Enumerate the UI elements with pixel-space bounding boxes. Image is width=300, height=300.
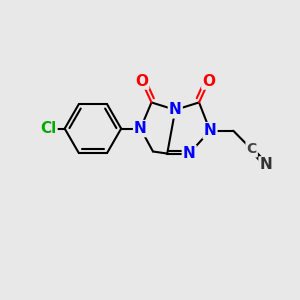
Text: N: N <box>134 121 147 136</box>
Text: Cl: Cl <box>40 121 56 136</box>
Text: N: N <box>204 123 216 138</box>
Text: O: O <box>135 74 148 88</box>
Text: N: N <box>183 146 196 161</box>
Text: C: C <box>247 142 257 156</box>
Text: N: N <box>169 102 182 117</box>
Text: O: O <box>202 74 215 88</box>
Text: N: N <box>260 158 272 172</box>
